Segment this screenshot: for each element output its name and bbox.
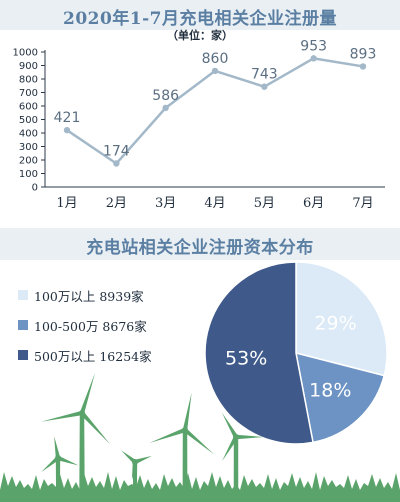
turbine-blade: [54, 436, 61, 459]
y-tick-label: 300: [19, 142, 38, 153]
pie-chart-title: 充电站相关企业注册资本分布: [86, 238, 314, 258]
data-point: [261, 83, 268, 90]
pie-slice-label: 18%: [309, 379, 351, 401]
legend-swatch-500wan: [18, 350, 28, 360]
turbine-tower: [233, 437, 239, 495]
wind-turbine: [40, 373, 111, 493]
line-chart-unit: （单位：家）: [167, 29, 233, 42]
pie-chart-title-band: [0, 228, 400, 260]
pie-chart: 29% 18% 53%: [204, 261, 388, 445]
y-tick-label: 900: [19, 61, 38, 72]
x-tick-label: 3月: [155, 196, 176, 211]
turbine-blade: [222, 412, 238, 439]
data-label: 953: [300, 38, 327, 54]
data-label: 421: [54, 110, 81, 126]
turbine-hub: [79, 410, 85, 416]
grass-strip: [0, 472, 400, 502]
legend-label-100-500wan: 100-500万 8676家: [34, 318, 147, 334]
wind-turbine-scene: [0, 373, 400, 502]
data-point: [63, 126, 71, 134]
turbine-blade: [57, 455, 79, 466]
y-tick-label: 800: [19, 75, 38, 86]
data-point: [359, 63, 367, 70]
turbine-hub: [55, 455, 61, 461]
turbine-blade: [222, 435, 238, 462]
y-tick-label: 400: [19, 129, 38, 140]
data-point: [162, 104, 169, 112]
turbine-tower: [182, 430, 188, 495]
y-tick-label: 1000: [13, 48, 38, 59]
turbine-hub: [233, 434, 239, 440]
turbine-blade: [183, 428, 215, 455]
wind-turbine: [222, 412, 264, 495]
pie-slice-label: 53%: [225, 348, 267, 370]
wind-turbine: [41, 436, 79, 498]
data-label: 860: [202, 51, 229, 67]
turbine-blade: [40, 410, 83, 422]
legend-swatch-100wan: [18, 290, 28, 300]
turbine-tower: [79, 413, 85, 493]
x-tick-label: 1月: [56, 196, 77, 211]
turbine-hub: [132, 459, 138, 465]
turbine-blade: [80, 411, 111, 445]
wind-turbine: [149, 392, 215, 495]
data-point: [310, 55, 317, 62]
x-tick-label: 2月: [106, 196, 127, 211]
turbine-blade: [149, 427, 186, 443]
data-point: [211, 67, 219, 75]
pie-slice: [204, 261, 314, 445]
turbine-blade: [41, 456, 60, 473]
turbine-blade: [236, 434, 264, 440]
data-label: 174: [103, 144, 130, 160]
data-label: 743: [251, 67, 278, 83]
legend-label-100wan: 100万以上 8939家: [34, 288, 144, 304]
line-chart-title: 2020年1-7月充电相关企业注册量: [62, 9, 338, 29]
y-tick-label: 600: [19, 102, 38, 113]
y-tick-label: 200: [19, 156, 38, 167]
line-chart-title-band: [0, 0, 400, 30]
pie-slice-label: 29%: [314, 312, 356, 334]
y-tick-label: 0: [32, 183, 38, 194]
data-label: 586: [152, 88, 179, 104]
x-tick-label: 6月: [303, 196, 324, 211]
legend-swatch-100-500wan: [18, 320, 28, 330]
pie-slice: [295, 261, 388, 377]
legend-item-100wan: 100万以上 8939家: [18, 287, 144, 304]
pie-slice: [295, 351, 386, 444]
legend-item-500wan: 500万以上 16254家: [18, 347, 152, 364]
line-chart: 0 100 200 300 400 500 600 700 800 900 1000 1月 2月 3月 4月…: [13, 38, 385, 211]
x-tick-label: 5月: [254, 196, 275, 211]
y-tick-label: 100: [19, 169, 38, 180]
y-tick-label: 500: [19, 115, 38, 126]
turbine-blade: [131, 461, 138, 480]
turbine-blade: [134, 455, 152, 465]
turbine-blade: [182, 392, 192, 431]
x-tick-label: 7月: [352, 196, 373, 211]
data-point: [113, 160, 120, 167]
y-tick-label: 700: [19, 88, 38, 99]
turbine-hub: [182, 427, 188, 433]
x-tick-label: 4月: [204, 196, 225, 211]
turbine-blade: [79, 373, 95, 414]
legend-item-100-500wan: 100-500万 8676家: [18, 317, 147, 334]
data-label: 893: [350, 46, 377, 62]
legend-label-500wan: 500万以上 16254家: [34, 348, 152, 364]
